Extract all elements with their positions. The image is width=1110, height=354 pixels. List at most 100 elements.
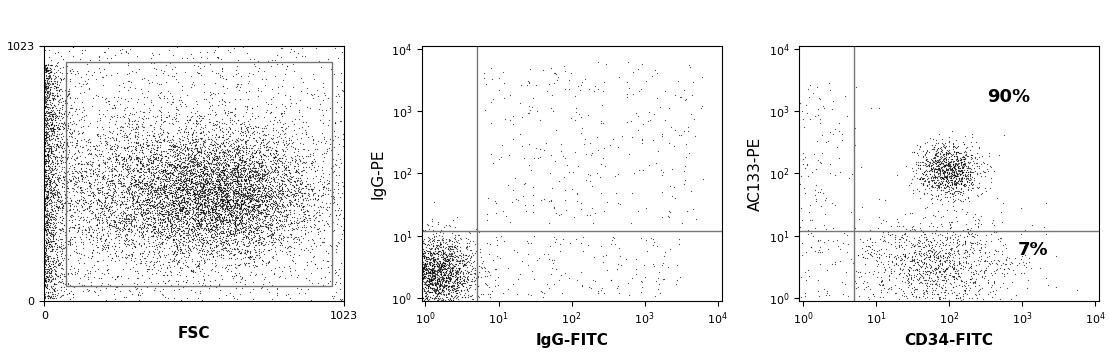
- Point: [208, 201, 225, 207]
- Point: [450, 266, 467, 272]
- Point: [230, 227, 248, 233]
- Point: [221, 49, 239, 55]
- Point: [261, 194, 279, 200]
- Point: [241, 175, 259, 180]
- Point: [234, 200, 252, 206]
- Point: [84, 170, 102, 176]
- Point: [129, 118, 147, 124]
- Point: [148, 235, 165, 240]
- Point: [917, 261, 935, 267]
- Point: [948, 209, 966, 214]
- Point: [57, 193, 74, 199]
- Point: [415, 264, 433, 270]
- Point: [216, 199, 234, 205]
- Point: [183, 233, 201, 238]
- Point: [230, 209, 248, 215]
- Point: [175, 191, 193, 196]
- Point: [504, 121, 522, 127]
- Point: [238, 202, 255, 207]
- Point: [38, 65, 56, 71]
- Point: [163, 194, 181, 200]
- Point: [147, 151, 164, 157]
- Point: [259, 208, 276, 214]
- Point: [222, 268, 240, 274]
- Point: [170, 281, 188, 286]
- Point: [937, 164, 955, 169]
- Point: [57, 210, 74, 216]
- Point: [202, 141, 220, 147]
- Point: [71, 169, 89, 175]
- Point: [935, 168, 952, 173]
- Point: [297, 104, 315, 110]
- Point: [313, 130, 331, 136]
- Point: [807, 196, 825, 201]
- Point: [539, 81, 557, 86]
- Point: [270, 190, 287, 195]
- Point: [194, 201, 212, 206]
- Point: [273, 45, 291, 51]
- Point: [42, 148, 60, 154]
- Point: [206, 180, 224, 185]
- Point: [654, 133, 672, 138]
- Point: [231, 175, 249, 180]
- Point: [53, 143, 71, 149]
- Point: [180, 208, 198, 213]
- Point: [415, 286, 433, 291]
- Point: [261, 150, 279, 155]
- Point: [52, 152, 70, 158]
- Point: [162, 223, 180, 228]
- Point: [199, 136, 216, 142]
- Point: [304, 95, 322, 101]
- Point: [953, 182, 971, 188]
- Point: [262, 233, 280, 239]
- Point: [42, 269, 60, 275]
- Point: [190, 220, 208, 225]
- Point: [141, 175, 159, 180]
- Point: [945, 179, 962, 185]
- Point: [151, 198, 169, 204]
- Point: [191, 178, 209, 184]
- Point: [270, 139, 287, 144]
- Point: [259, 139, 276, 145]
- Point: [40, 200, 58, 206]
- Point: [206, 113, 224, 118]
- Point: [221, 290, 239, 296]
- Point: [176, 155, 194, 161]
- Point: [931, 187, 949, 193]
- Point: [220, 266, 238, 272]
- Point: [63, 219, 81, 225]
- Point: [161, 256, 179, 262]
- Point: [99, 177, 117, 182]
- Point: [443, 297, 461, 303]
- Point: [970, 145, 988, 150]
- Point: [178, 220, 195, 226]
- Point: [198, 171, 215, 177]
- Point: [911, 162, 929, 168]
- Point: [934, 261, 951, 266]
- Point: [205, 186, 223, 192]
- Point: [189, 188, 206, 194]
- Point: [186, 197, 204, 203]
- Point: [894, 232, 911, 238]
- Point: [979, 279, 997, 285]
- Point: [134, 249, 152, 254]
- Point: [193, 282, 211, 287]
- Point: [144, 220, 162, 225]
- Point: [857, 270, 875, 276]
- Point: [213, 149, 231, 155]
- Point: [286, 170, 304, 175]
- Point: [305, 168, 323, 173]
- Point: [152, 157, 170, 162]
- Point: [127, 144, 144, 150]
- Point: [232, 205, 250, 211]
- Point: [262, 246, 280, 252]
- Point: [917, 163, 935, 169]
- Point: [169, 200, 186, 206]
- Point: [442, 248, 460, 253]
- Point: [103, 223, 121, 229]
- Point: [250, 176, 268, 182]
- Point: [36, 160, 53, 166]
- Point: [516, 181, 534, 186]
- Point: [434, 286, 452, 291]
- Point: [904, 291, 921, 296]
